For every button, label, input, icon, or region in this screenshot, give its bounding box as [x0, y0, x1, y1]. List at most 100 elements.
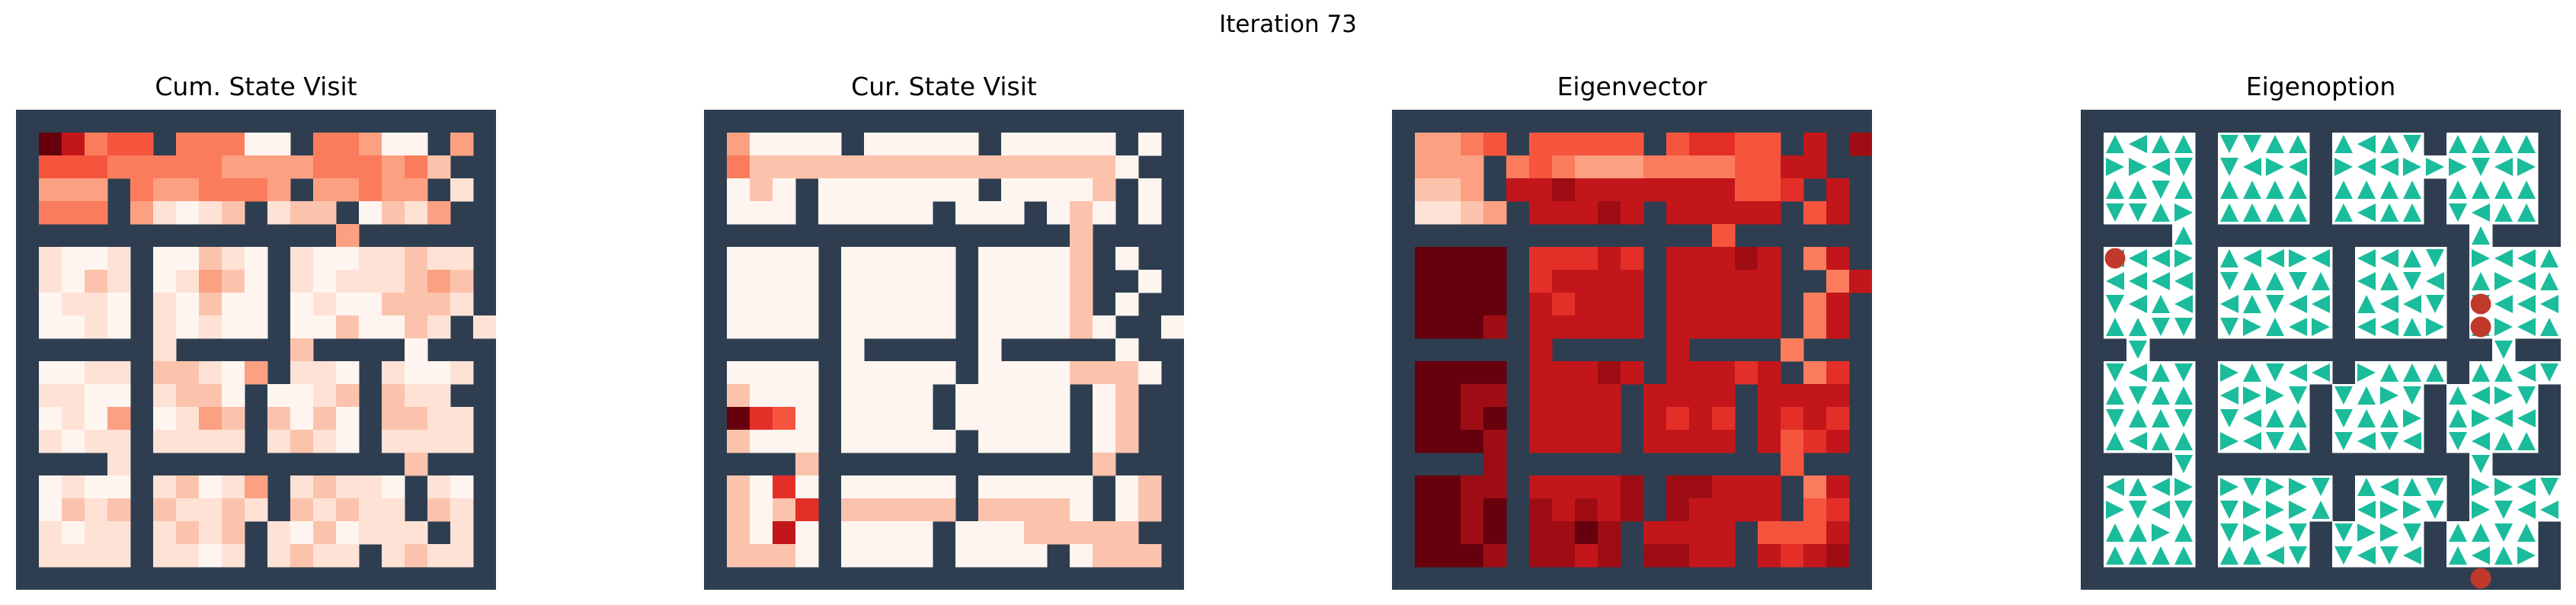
heatmap-cell	[1575, 384, 1598, 408]
heatmap-cell	[887, 498, 910, 522]
heatmap-cell	[1438, 178, 1461, 202]
heatmap-cell	[1598, 430, 1621, 453]
policy-arrow	[2152, 501, 2170, 519]
heatmap-cell	[750, 498, 773, 522]
heatmap-cell	[1438, 155, 1461, 179]
heatmap-cell	[1666, 201, 1690, 225]
heatmap-cell	[1666, 544, 1690, 568]
policy-arrow	[2174, 363, 2193, 382]
heatmap-cell	[1552, 361, 1576, 385]
heatmap-cell	[773, 201, 796, 225]
heatmap-cell	[773, 155, 796, 179]
heatmap-cell	[1115, 247, 1139, 270]
heatmap-cell	[910, 498, 933, 522]
heatmap-cell	[1712, 293, 1736, 316]
eigenoption-policy-map	[2081, 110, 2561, 590]
heatmap-cell	[1461, 315, 1484, 339]
policy-arrow	[2220, 295, 2238, 313]
heatmap-cell	[405, 521, 428, 545]
heatmap-cell	[245, 270, 268, 293]
heatmap-cell	[267, 521, 291, 545]
heatmap-cell	[405, 430, 428, 453]
policy-arrow	[2266, 203, 2284, 222]
heatmap-cell	[773, 178, 796, 202]
heatmap-cell	[1138, 270, 1162, 293]
heatmap-cell	[1001, 247, 1025, 270]
cur-state-visit-heatmap	[704, 110, 1184, 590]
heatmap-cell	[130, 201, 154, 225]
heatmap-cell	[1735, 361, 1758, 385]
policy-arrow	[2312, 295, 2330, 313]
heatmap-cell	[176, 178, 200, 202]
policy-arrow	[2494, 135, 2513, 153]
heatmap-cell	[1781, 178, 1804, 202]
policy-arrow	[2129, 432, 2147, 450]
heatmap-cell	[1115, 361, 1139, 385]
heatmap-cell	[405, 155, 428, 179]
heatmap-cell	[1666, 475, 1690, 499]
policy-arrow	[2517, 501, 2536, 519]
heatmap-cell	[222, 544, 245, 568]
heatmap-cell	[107, 247, 131, 270]
heatmap-cell	[978, 155, 1002, 179]
heatmap-cell	[313, 544, 337, 568]
heatmap-cell	[795, 521, 819, 545]
heatmap-cell	[1483, 247, 1507, 270]
heatmap-cell	[1689, 315, 1713, 339]
heatmap-cell	[1621, 361, 1644, 385]
heatmap-cell	[1666, 178, 1690, 202]
heatmap-cell	[795, 155, 819, 179]
policy-arrow	[2129, 409, 2147, 427]
policy-arrow	[2494, 341, 2513, 359]
policy-arrow	[2426, 158, 2444, 176]
heatmap-cell	[1070, 315, 1093, 339]
policy-arrow	[2106, 409, 2124, 427]
heatmap-cell	[933, 293, 956, 316]
heatmap-cell	[359, 133, 382, 156]
heatmap-cell	[199, 293, 222, 316]
heatmap-cell	[450, 544, 474, 568]
panel-title-cum-state-visit: Cum. State Visit	[155, 72, 357, 101]
panel-title-cur-state-visit: Cur. State Visit	[851, 72, 1037, 101]
heatmap-cell	[1415, 407, 1438, 431]
heatmap-cell	[267, 407, 291, 431]
heatmap-cell	[1826, 430, 1850, 453]
heatmap-cell	[62, 384, 85, 408]
policy-arrow	[2380, 158, 2398, 176]
policy-arrow	[2266, 181, 2284, 199]
heatmap-cell	[1598, 270, 1621, 293]
heatmap-cell	[1712, 544, 1736, 568]
heatmap-cell	[405, 338, 428, 362]
heatmap-cell	[1070, 247, 1093, 270]
heatmap-cell	[887, 247, 910, 270]
heatmap-cell	[245, 498, 268, 522]
policy-arrow	[2129, 203, 2147, 222]
heatmap-cell	[1529, 338, 1553, 362]
policy-arrow	[2106, 501, 2124, 519]
policy-arrow	[2403, 135, 2421, 153]
policy-arrow	[2174, 135, 2193, 153]
heatmap-cell	[85, 430, 108, 453]
policy-arrow	[2472, 409, 2490, 427]
heatmap-cell	[1047, 315, 1070, 339]
policy-arrow	[2472, 523, 2490, 542]
heatmap-cell	[1047, 133, 1070, 156]
heatmap-cell	[795, 133, 819, 156]
heatmap-cell	[727, 430, 750, 453]
heatmap-cell	[1552, 498, 1576, 522]
heatmap-cell	[427, 498, 451, 522]
policy-arrow	[2472, 226, 2490, 245]
heatmap-cell	[85, 247, 108, 270]
heatmap-cell	[978, 544, 1002, 568]
heatmap-cell	[910, 430, 933, 453]
heatmap-cell	[1575, 498, 1598, 522]
policy-arrow	[2266, 501, 2284, 519]
heatmap-cell	[405, 270, 428, 293]
policy-arrow	[2380, 318, 2398, 336]
heatmap-cell	[1483, 293, 1507, 316]
heatmap-cell	[887, 315, 910, 339]
heatmap-cell	[336, 521, 360, 545]
policy-arrow	[2449, 203, 2467, 222]
policy-arrow	[2357, 386, 2376, 405]
policy-arrow	[2494, 295, 2513, 313]
